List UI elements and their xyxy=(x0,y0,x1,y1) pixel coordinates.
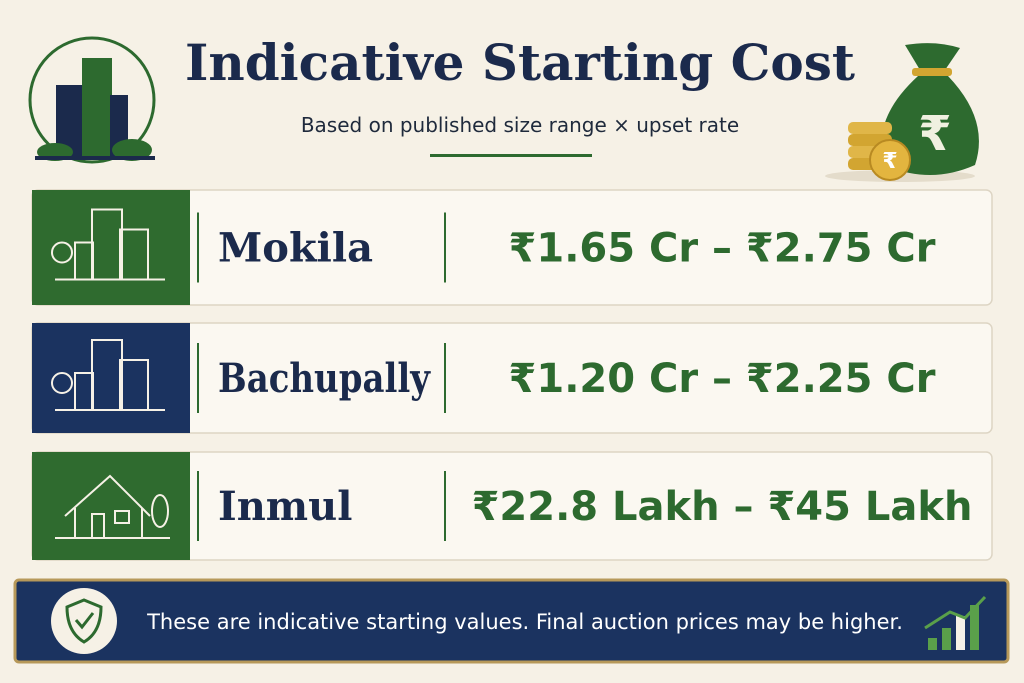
title: Indicative Starting Cost xyxy=(185,33,855,92)
icon-panel xyxy=(32,190,190,305)
building-icon xyxy=(28,36,156,164)
subtitle: Based on published size range × upset ra… xyxy=(301,113,739,137)
location-icon xyxy=(55,474,170,539)
location-name: Bachupally xyxy=(218,355,431,402)
location-name: Inmul xyxy=(218,483,352,530)
tree xyxy=(51,372,73,394)
icon-panel xyxy=(32,323,190,433)
price-row: Inmul ₹22.8 Lakh – ₹45 Lakh xyxy=(31,451,993,561)
growth-icon xyxy=(924,595,987,650)
icon-panel xyxy=(32,452,190,560)
svg-text:₹: ₹ xyxy=(918,106,951,162)
money-bag-icon: ₹ ₹ xyxy=(825,43,979,182)
price-row: Mokila ₹1.65 Cr – ₹2.75 Cr xyxy=(31,189,993,306)
underline xyxy=(430,154,592,157)
footer-band xyxy=(13,578,1010,664)
location-name: Mokila xyxy=(218,225,373,272)
price-range: ₹22.8 Lakh – ₹45 Lakh xyxy=(472,484,973,530)
price-range: ₹1.20 Cr – ₹2.25 Cr xyxy=(509,356,936,402)
price-range: ₹1.65 Cr – ₹2.75 Cr xyxy=(509,226,936,272)
svg-text:₹: ₹ xyxy=(882,149,897,174)
tree xyxy=(51,241,73,264)
shield-icon xyxy=(51,588,117,654)
location-icon xyxy=(51,339,165,411)
price-row: Bachupally ₹1.20 Cr – ₹2.25 Cr xyxy=(31,322,993,434)
window xyxy=(114,510,130,524)
footer-note: These are indicative starting values. Fi… xyxy=(146,610,903,634)
tree xyxy=(151,494,169,528)
location-icon xyxy=(51,208,165,281)
